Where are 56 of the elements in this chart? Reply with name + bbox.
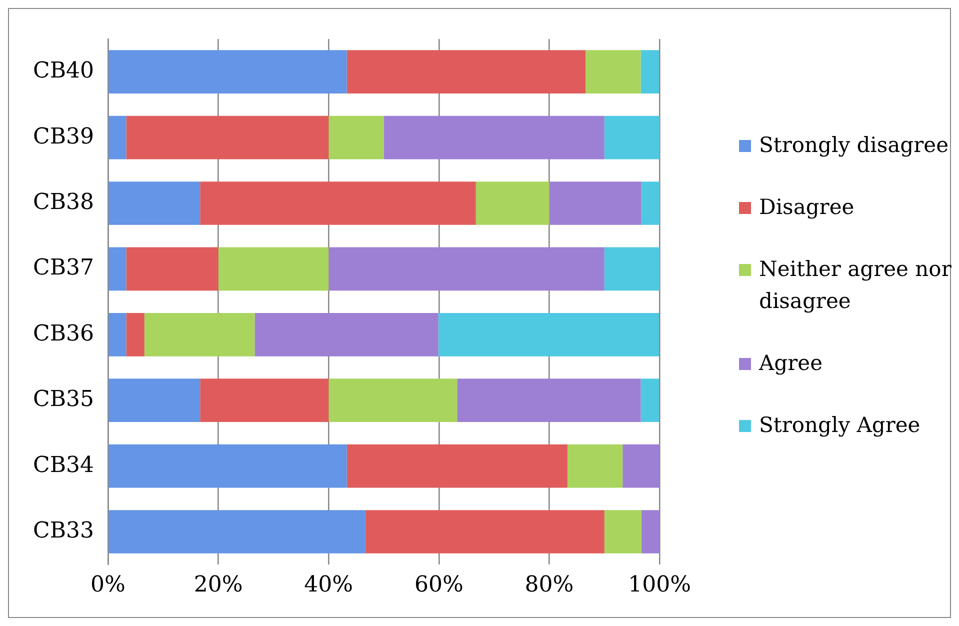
bar [346, 50, 586, 94]
x-tick-label: 20% [194, 572, 243, 598]
bar [567, 444, 623, 488]
y-tick-label: CB36 [32, 321, 94, 346]
bar [604, 247, 660, 291]
y-tick-label: CB40 [32, 58, 94, 84]
x-tick-label: 60% [414, 572, 464, 598]
bar [457, 378, 641, 422]
bar [108, 378, 200, 422]
y-tick-label: CB37 [32, 256, 94, 281]
bar [384, 116, 604, 160]
legend-label: Agree [759, 350, 823, 377]
bar [108, 510, 366, 554]
bar [640, 378, 659, 422]
bar [328, 378, 458, 422]
y-tick-label: CB38 [32, 190, 94, 215]
bar [346, 444, 568, 488]
bar [640, 50, 659, 94]
bar [438, 312, 659, 356]
bar [218, 247, 329, 291]
legend-label: Neither agree nor disagree [759, 256, 952, 315]
legend-label: Disagree [759, 194, 854, 221]
bar [200, 378, 329, 422]
legend-label: Strongly disagree [759, 132, 949, 159]
bar [126, 247, 218, 291]
y-tick-label: CB35 [32, 387, 94, 412]
legend-label: Strongly Agree [759, 412, 920, 439]
bar [108, 247, 126, 291]
bar [641, 510, 660, 554]
x-tick-label: 100% [628, 572, 692, 598]
bar [328, 247, 604, 291]
bar [126, 116, 329, 160]
y-tick-label: CB39 [32, 124, 94, 150]
x-tick-label: 40% [304, 572, 354, 598]
bar [108, 50, 347, 94]
bar [622, 444, 660, 488]
bar [108, 116, 126, 160]
x-tick-label: 80% [524, 572, 574, 598]
bar [604, 116, 660, 160]
bar [108, 182, 200, 225]
bar [549, 182, 642, 225]
bar [144, 312, 255, 356]
bar [586, 50, 641, 94]
bar [126, 312, 144, 356]
bar [641, 182, 660, 225]
bar [254, 312, 438, 356]
bar [366, 510, 604, 554]
y-tick-label: CB34 [32, 452, 94, 478]
y-tick-label: CB33 [32, 518, 94, 544]
bar [328, 116, 384, 160]
x-tick-label: 0% [90, 572, 126, 598]
bar [108, 312, 126, 356]
bar [476, 182, 550, 225]
bar [604, 510, 642, 554]
bar [108, 444, 347, 488]
bar [200, 182, 476, 225]
